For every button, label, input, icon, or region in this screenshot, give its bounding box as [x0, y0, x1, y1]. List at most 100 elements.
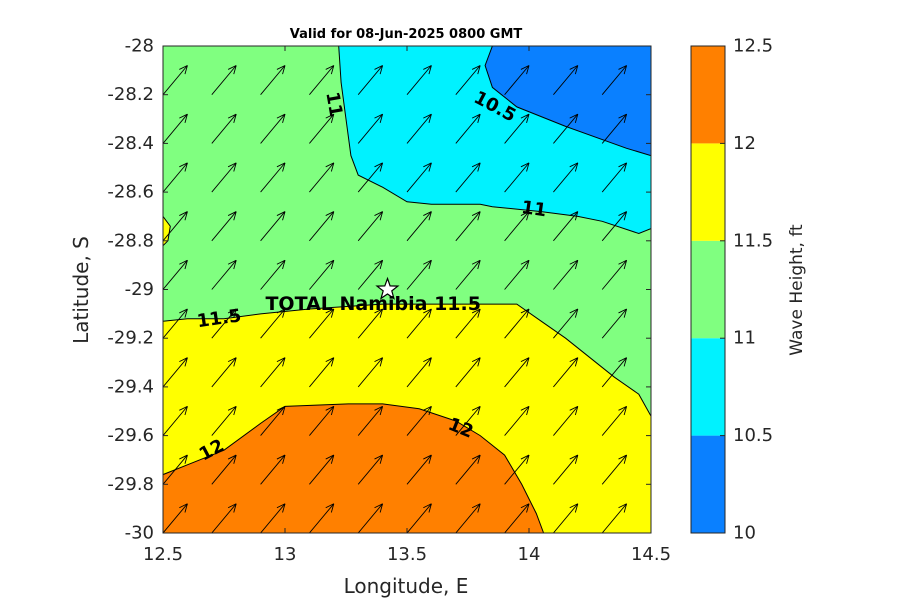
- wind-arrow: [553, 308, 579, 339]
- wind-arrow: [601, 308, 628, 339]
- wind-arrow: [504, 211, 530, 242]
- y-tick-label: -28.8: [107, 230, 154, 251]
- wind-arrow: [211, 211, 237, 242]
- x-tick-label: 13.5: [387, 544, 427, 565]
- wind-arrow: [163, 162, 188, 193]
- colorbar-tick-label: 10: [733, 523, 756, 544]
- colorbar-swatch: [691, 435, 725, 533]
- colorbar-swatch: [691, 240, 725, 339]
- colorbar-swatch: [691, 143, 725, 241]
- wind-arrow: [260, 357, 286, 388]
- site-marker-group: TOTAL Namibia 11.5: [265, 276, 481, 315]
- contour-region-10.5-11: [338, 46, 651, 234]
- y-tick-label: -29.6: [107, 425, 154, 446]
- wind-arrow: [260, 65, 286, 95]
- wind-arrow: [309, 503, 335, 533]
- wind-arrow: [455, 308, 481, 339]
- wind-arrow: [163, 405, 188, 436]
- wind-arrow: [357, 405, 384, 436]
- y-axis-label: Latitude, S: [69, 236, 93, 344]
- wind-arrow: [601, 65, 628, 95]
- wind-arrow: [163, 211, 188, 242]
- wind-arrow: [406, 259, 432, 290]
- y-tick-label: -29.2: [107, 328, 154, 349]
- wind-arrow: [601, 357, 628, 388]
- wind-arrow: [211, 113, 237, 144]
- y-tick-label: -28.4: [107, 133, 154, 154]
- wind-arrow: [309, 405, 335, 436]
- wind-arrow: [260, 503, 286, 533]
- wind-arrow: [601, 503, 628, 533]
- wind-arrow: [163, 65, 188, 95]
- contour-line: [484, 46, 651, 157]
- wind-arrow: [357, 113, 384, 144]
- colorbar-swatch: [691, 46, 725, 144]
- wind-arrow: [504, 65, 530, 95]
- wind-arrow: [406, 357, 432, 388]
- y-axis-ticks: -28 -28.2 -28.4 -28.6 -28.8 -29 -29.2 -29.4 -29.…: [107, 36, 651, 544]
- contour-lines: [163, 46, 651, 533]
- wind-arrow: [260, 259, 286, 290]
- wind-arrow: [357, 259, 384, 290]
- wind-arrows: [163, 46, 651, 533]
- wind-arrow: [163, 308, 188, 339]
- contour-label: 11: [321, 90, 346, 118]
- wind-arrow: [163, 454, 188, 485]
- wind-arrow: [650, 434, 651, 436]
- site-label: TOTAL Namibia 11.5: [265, 293, 481, 315]
- wind-arrow: [553, 454, 579, 485]
- contour-line: [163, 403, 545, 533]
- wind-arrow: [260, 405, 286, 436]
- contour-line: [163, 303, 651, 417]
- wind-arrow: [553, 211, 579, 242]
- wind-arrow: [650, 483, 651, 485]
- wind-arrow: [260, 211, 286, 242]
- colorbar-frame: [690, 45, 726, 534]
- wind-arrow: [309, 65, 335, 95]
- contour-label: 11: [520, 197, 548, 221]
- wind-arrow: [406, 503, 432, 533]
- x-axis-label: Longitude, E: [344, 574, 469, 598]
- wind-arrow: [504, 308, 530, 339]
- wind-arrow: [504, 162, 530, 193]
- wind-arrow: [650, 93, 651, 95]
- wind-arrow: [163, 113, 188, 144]
- wind-arrow: [260, 454, 286, 485]
- wind-arrow: [260, 113, 286, 144]
- x-tick-label: 14.5: [631, 544, 671, 565]
- wind-arrow: [504, 259, 530, 290]
- contour-region-11.5-12: [163, 304, 651, 533]
- wind-arrow: [455, 503, 481, 533]
- wind-arrow: [260, 308, 286, 339]
- wind-arrow: [455, 259, 481, 290]
- wind-arrow: [455, 113, 481, 144]
- wind-arrow: [455, 454, 481, 485]
- wind-arrow: [601, 259, 628, 290]
- wind-arrow: [553, 65, 579, 95]
- wind-arrow: [309, 357, 335, 388]
- site-star-icon: [375, 276, 400, 300]
- wind-arrow: [553, 46, 554, 47]
- wind-arrow: [455, 162, 481, 193]
- wind-arrow: [211, 503, 237, 533]
- wind-arrow: [650, 337, 651, 339]
- wind-arrow: [211, 357, 237, 388]
- wind-arrow: [601, 454, 628, 485]
- wind-arrow: [309, 259, 335, 290]
- wind-arrow: [553, 113, 579, 144]
- wind-arrow: [309, 162, 335, 193]
- wind-arrow: [357, 65, 384, 95]
- wind-arrow: [650, 532, 651, 533]
- wind-arrow: [357, 503, 384, 533]
- wind-arrow: [406, 113, 432, 144]
- wind-arrow: [406, 65, 432, 95]
- wind-arrow: [553, 503, 579, 533]
- wind-arrow: [211, 259, 237, 290]
- wind-arrow: [601, 162, 628, 193]
- contour-fills: [163, 46, 651, 533]
- colorbar-tick-label: 12.5: [733, 36, 773, 57]
- chart-title: Valid for 08-Jun-2025 0800 GMT: [290, 27, 523, 42]
- wind-arrow: [309, 211, 335, 242]
- wind-arrow: [504, 454, 530, 485]
